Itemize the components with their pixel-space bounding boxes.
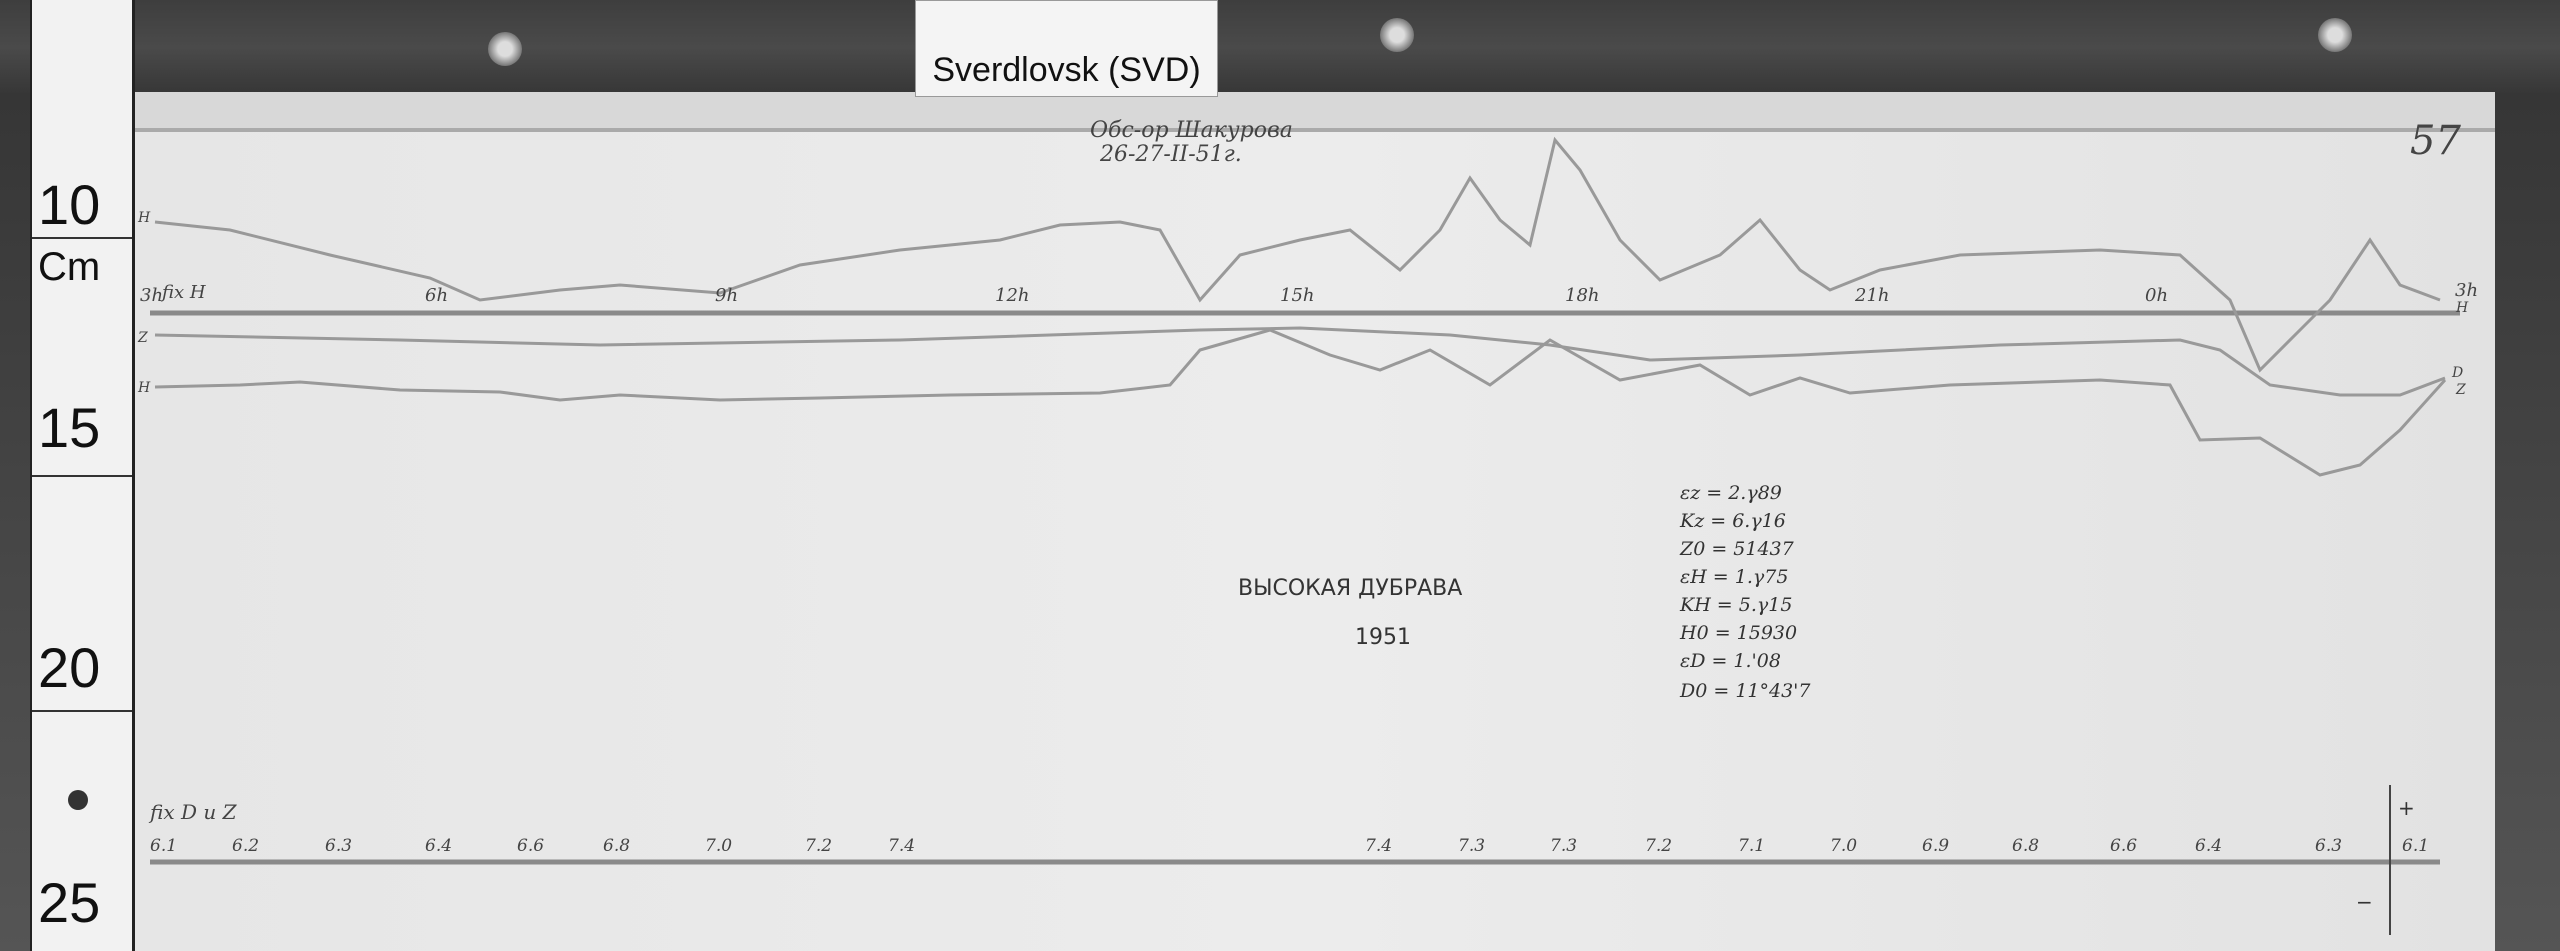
temperature-value: 6.1 (2402, 836, 2430, 856)
parameter: Z0 = 51437 (1680, 538, 1794, 560)
centimeter-ruler: 10 Cm 15 20 25 (30, 0, 135, 951)
temperature-value: 7.2 (1645, 836, 1673, 856)
trace-label-h: H (138, 210, 151, 226)
record-date: 26-27-II-51г. (1100, 142, 1242, 167)
ruler-line (32, 710, 132, 712)
temperature-value: 6.3 (2315, 836, 2343, 856)
trace-label-h: H (138, 380, 151, 396)
temperature-value: 6.3 (325, 836, 353, 856)
hour-mark: 21h (1855, 285, 1890, 306)
temperature-value: 6.1 (150, 836, 178, 856)
temperature-value: 6.8 (603, 836, 631, 856)
plus-sign: + (2398, 796, 2415, 820)
temperature-value: 7.4 (1365, 836, 1393, 856)
ruler-line (32, 237, 132, 239)
hour-mark: 18h (1565, 285, 1600, 306)
ruler-mark: 15 (38, 396, 101, 459)
temperature-value: 6.2 (232, 836, 260, 856)
hour-mark: 3h (2455, 280, 2479, 301)
hour-mark: 6h (425, 285, 449, 306)
screw-icon (488, 32, 522, 66)
temperature-value: 7.4 (888, 836, 916, 856)
station-name: ВЫСОКАЯ ДУБРАВА (1238, 576, 1463, 601)
paper-tape (135, 92, 2495, 132)
temperature-value: 7.2 (805, 836, 833, 856)
temperature-value: 6.6 (2110, 836, 2138, 856)
trace-z (154, 326, 2446, 397)
temperature-value: 7.3 (1458, 836, 1486, 856)
sheet-number: 57 (2410, 118, 2461, 164)
parameter: H0 = 15930 (1680, 622, 1798, 644)
temperature-value: 6.4 (2195, 836, 2223, 856)
trace-label-z: Z (138, 330, 148, 346)
temperature-value: 6.4 (425, 836, 453, 856)
trace-h-upper (154, 136, 2441, 373)
temperature-value: 7.0 (1830, 836, 1858, 856)
parameter: D0 = 11°43'7 (1680, 680, 1811, 702)
ruler-mark: 10 (38, 173, 101, 236)
ruler-line (32, 475, 132, 477)
station-label-card: Sverdlovsk (SVD) (915, 0, 1218, 97)
trace-label-z-right: Z (2456, 382, 2466, 398)
trace-h-lower (154, 328, 2447, 477)
station-label: Sverdlovsk (SVD) (932, 51, 1201, 89)
hour-mark: 9h (715, 285, 739, 306)
hour-mark: 15h (1280, 285, 1315, 306)
temperature-label: fix D u Z (150, 800, 237, 824)
temperature-value: 6.9 (1922, 836, 1950, 856)
parameter: εD = 1.'08 (1680, 650, 1781, 672)
hour-mark: 3h (140, 285, 164, 306)
parameter: εz = 2.γ89 (1680, 482, 1782, 504)
fix-label: fix H (162, 282, 206, 303)
screw-icon (1380, 18, 1414, 52)
parameter: εH = 1.γ75 (1680, 566, 1789, 588)
parameter: Kz = 6.γ16 (1680, 510, 1786, 532)
minus-sign: − (2356, 890, 2373, 914)
temperature-value: 6.8 (2012, 836, 2040, 856)
trace-label-h-right: H (2456, 300, 2469, 316)
screw-icon (2318, 18, 2352, 52)
temperature-value: 7.0 (705, 836, 733, 856)
parameter: KH = 5.γ15 (1680, 594, 1793, 616)
hour-mark: 0h (2145, 285, 2169, 306)
ruler-mark: 25 (38, 871, 101, 934)
temperature-value: 6.6 (517, 836, 545, 856)
observer-signature: Обс-ор Шакурова (1090, 118, 1293, 143)
temperature-value: 7.3 (1550, 836, 1578, 856)
temperature-value: 7.1 (1738, 836, 1766, 856)
ruler-unit: Cm (38, 245, 101, 289)
trace-label-d-right: D (2452, 365, 2464, 381)
ruler-hole (68, 790, 88, 810)
station-year: 1951 (1355, 625, 1411, 650)
ruler-mark: 20 (38, 636, 101, 699)
hour-mark: 12h (995, 285, 1030, 306)
